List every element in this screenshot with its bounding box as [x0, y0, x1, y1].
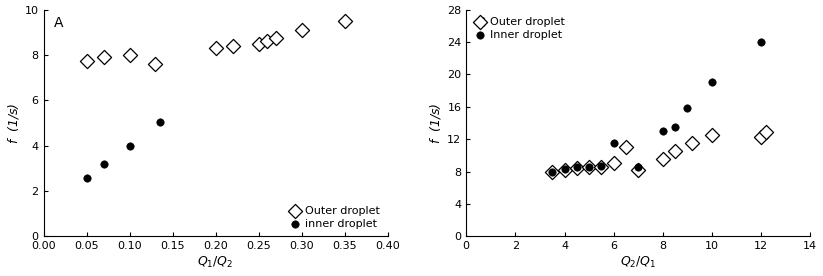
Y-axis label: $f$  (1/s): $f$ (1/s): [6, 102, 21, 144]
X-axis label: $Q_1/Q_2$: $Q_1/Q_2$: [198, 255, 234, 270]
Legend: Outer droplet, Inner droplet: Outer droplet, Inner droplet: [472, 15, 566, 42]
inner droplet: [80, 176, 93, 181]
Outer droplet: [269, 36, 282, 40]
Outer droplet: [261, 39, 274, 44]
Outer droplet: [252, 41, 265, 46]
Inner droplet: [632, 165, 645, 170]
Outer droplet: [149, 62, 162, 66]
Inner droplet: [656, 129, 669, 133]
Outer droplet: [755, 134, 768, 139]
Outer droplet: [97, 55, 110, 59]
Text: B: B: [477, 16, 486, 30]
Inner droplet: [668, 125, 681, 129]
Y-axis label: $f$  (1/s): $f$ (1/s): [428, 102, 443, 144]
Outer droplet: [705, 133, 718, 137]
Inner droplet: [570, 165, 584, 170]
Inner droplet: [595, 164, 608, 168]
Outer droplet: [668, 149, 681, 153]
Inner droplet: [705, 80, 718, 85]
Legend: Outer droplet, inner droplet: Outer droplet, inner droplet: [287, 203, 382, 231]
Outer droplet: [226, 44, 239, 48]
Outer droplet: [632, 168, 645, 172]
Outer droplet: [760, 130, 773, 134]
Outer droplet: [209, 46, 222, 50]
Inner droplet: [558, 167, 571, 171]
Outer droplet: [656, 157, 669, 161]
Outer droplet: [686, 141, 699, 145]
Outer droplet: [570, 166, 584, 171]
Outer droplet: [583, 165, 596, 170]
Inner droplet: [583, 164, 596, 169]
Outer droplet: [546, 170, 559, 174]
Outer droplet: [558, 168, 571, 172]
Outer droplet: [338, 19, 351, 23]
Outer droplet: [595, 165, 608, 170]
inner droplet: [123, 144, 137, 148]
X-axis label: $Q_2/Q_1$: $Q_2/Q_1$: [620, 255, 657, 270]
inner droplet: [97, 161, 110, 166]
Outer droplet: [607, 161, 621, 166]
Inner droplet: [755, 40, 768, 44]
Outer droplet: [80, 58, 93, 63]
Inner droplet: [607, 141, 621, 145]
Outer droplet: [295, 28, 309, 32]
Outer droplet: [620, 145, 633, 149]
inner droplet: [153, 120, 166, 124]
Inner droplet: [681, 106, 694, 111]
Text: A: A: [54, 16, 63, 30]
Outer droplet: [123, 53, 137, 57]
Inner droplet: [546, 169, 559, 174]
